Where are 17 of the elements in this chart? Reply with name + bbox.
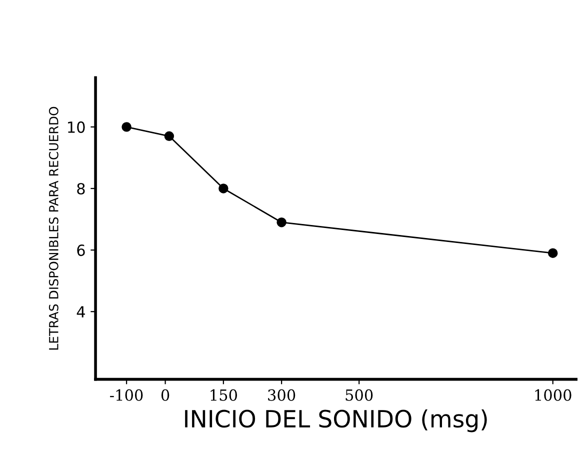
x-tick-label: -100 [110,389,143,401]
y-tick-label: 4 [76,306,85,318]
x-tick-label: 1000 [535,389,572,401]
point [164,131,174,142]
point [218,184,228,194]
x-tick-label: 150 [210,389,237,401]
y-axis-title: LETRAS DISPONIBLES PARA RECUERDO [48,106,58,350]
y-tick-label: 8 [77,182,85,195]
x-tick-label: 500 [346,389,373,401]
point [548,248,558,258]
x-axis-title: INICIO DEL SONIDO (msg) [185,409,487,432]
point [276,217,286,228]
y-tick-label: 6 [77,244,85,256]
y-tick-label: 10 [68,121,85,133]
x-tick-label: 300 [268,389,296,401]
point [122,122,132,132]
x-tick-label: 0 [161,389,170,401]
